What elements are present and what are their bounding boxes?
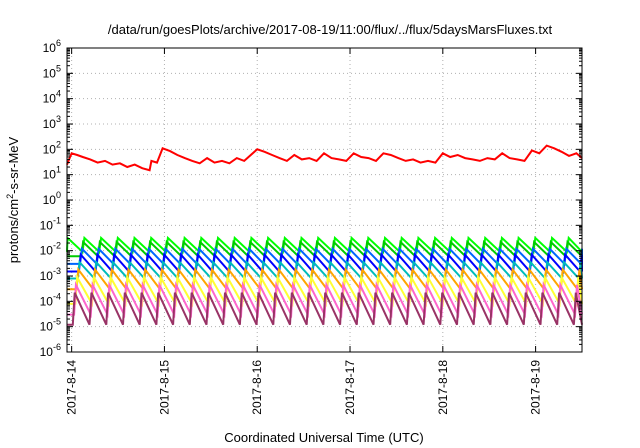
x-tick-label: 2017-8-19 <box>529 360 543 415</box>
chart-title: /data/run/goesPlots/archive/2017-08-19/1… <box>108 22 553 37</box>
x-ticks: 2017-8-14 2017-8-15 2017-8-16 2017-8-17 2017… <box>65 48 543 415</box>
y-tick-label: 10-4 <box>40 291 61 308</box>
x-tick-label: 2017-8-17 <box>343 360 357 415</box>
y-tick-label: 105 <box>43 63 61 80</box>
series-group <box>66 144 583 326</box>
series-line <box>67 292 583 326</box>
y-tick-label: 103 <box>43 114 61 131</box>
y-tick-label: 10-1 <box>40 215 61 232</box>
y-tick-label: 102 <box>43 139 61 156</box>
x-axis-label: Coordinated Universal Time (UTC) <box>224 430 423 445</box>
y-tick-label: 10-5 <box>40 317 61 334</box>
y-tick-label: 101 <box>43 165 61 182</box>
y-tick-label: 106 <box>43 38 61 55</box>
y-axis-label-pre: protons/cm <box>6 199 21 263</box>
y-tick-label: 10-3 <box>40 266 61 283</box>
y-axis-label: protons/cm2-s-sr-MeV <box>5 136 21 263</box>
x-tick-label: 2017-8-18 <box>436 360 450 415</box>
y-tick-label: 10-2 <box>40 241 61 258</box>
x-tick-label: 2017-8-16 <box>250 360 264 415</box>
x-tick-label: 2017-8-15 <box>157 360 171 415</box>
y-tick-label: 104 <box>43 89 61 106</box>
y-tick-label: 10-6 <box>40 342 61 359</box>
series-line <box>66 144 583 172</box>
y-axis-label-sup: 2 <box>5 194 15 199</box>
series-line <box>67 239 583 259</box>
x-tick-label: 2017-8-14 <box>65 360 79 415</box>
y-tick-label: 100 <box>43 190 61 207</box>
y-axis-label-post: -s-sr-MeV <box>6 136 21 193</box>
